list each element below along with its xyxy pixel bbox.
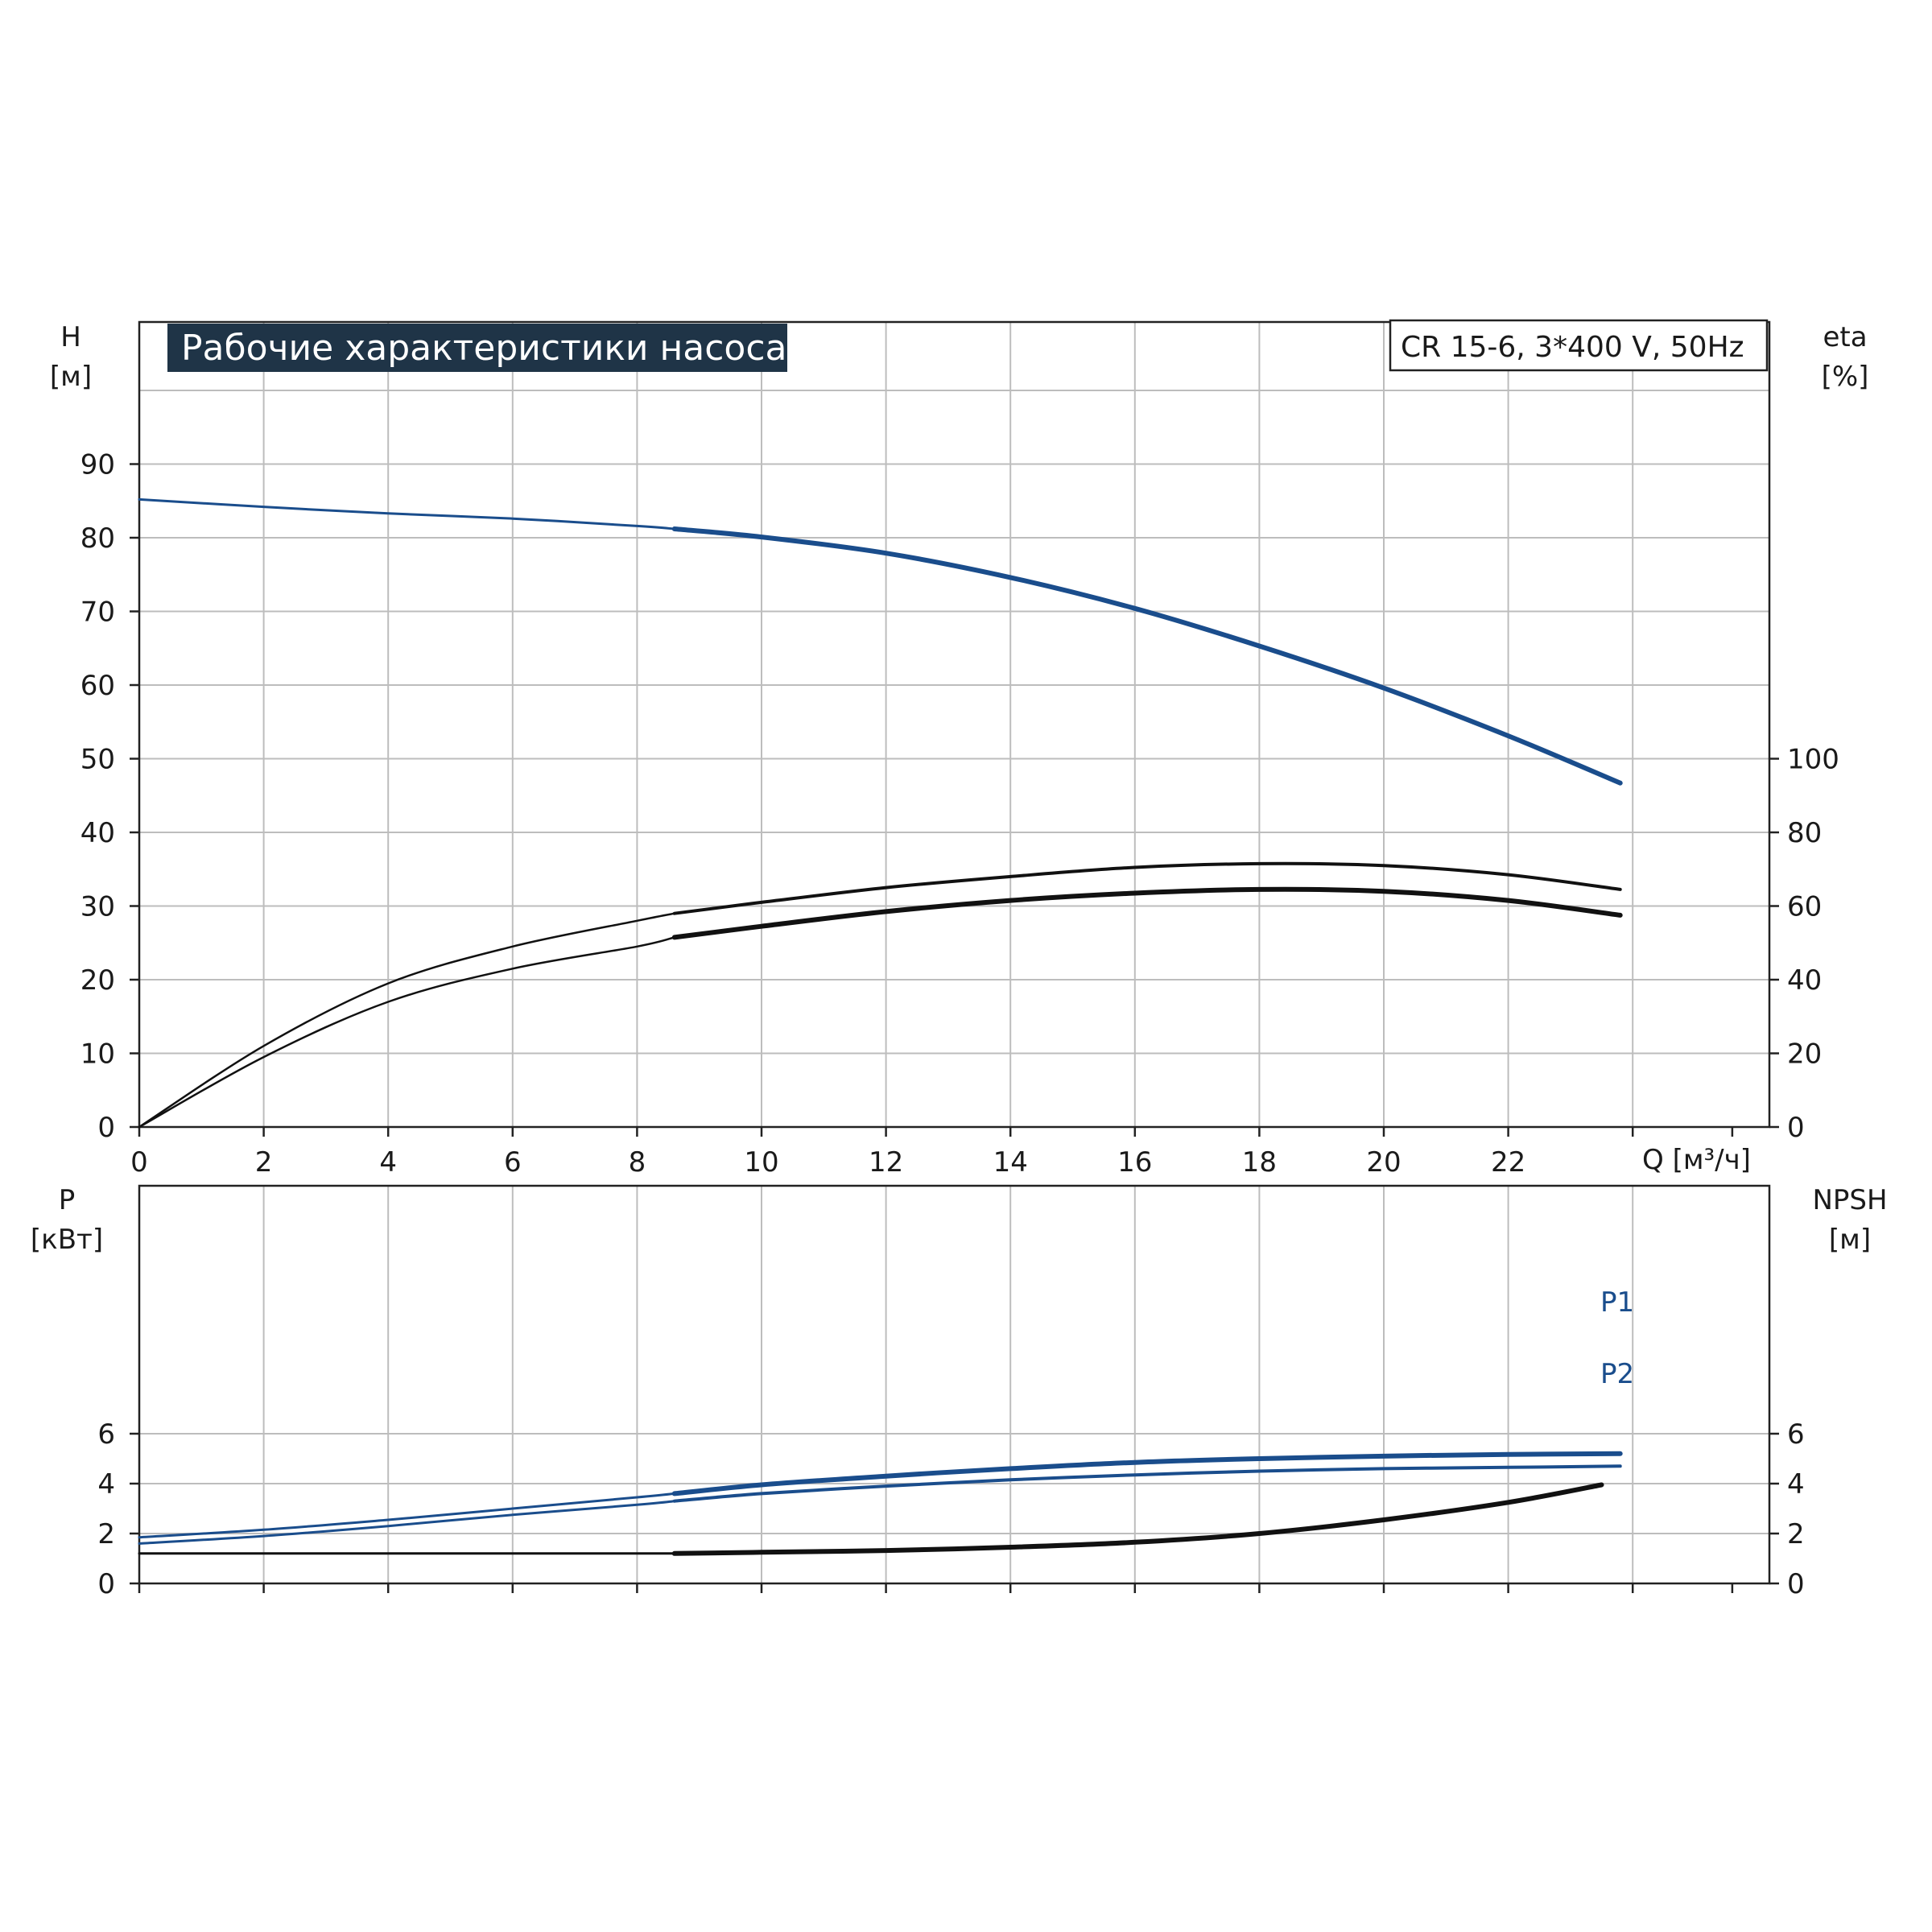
q-tick-label: 14	[993, 1146, 1028, 1179]
model-box	[1389, 319, 1769, 372]
efficiency-curve-pump-main	[672, 861, 1622, 915]
h-tick-label: 0	[97, 1112, 115, 1144]
eta-tick-label: 20	[1787, 1038, 1822, 1071]
p2-curve-low	[138, 1500, 676, 1545]
p2-curve-main	[672, 1464, 1622, 1503]
h-tick-label: 60	[80, 670, 115, 702]
npsh-axis-unit: [м]	[1829, 1224, 1871, 1256]
p-tick-label: 4	[97, 1468, 115, 1501]
h-tick-label: 10	[80, 1038, 115, 1071]
npsh-tick-label: 4	[1787, 1468, 1805, 1501]
h-tick-label: 20	[80, 964, 115, 997]
q-tick-label: 18	[1242, 1146, 1277, 1179]
p1-curve-low	[138, 1492, 676, 1539]
efficiency-curve-total-main	[671, 886, 1623, 940]
p-tick-label: 2	[97, 1518, 115, 1550]
frame-layer	[130, 320, 1779, 1593]
eta-tick-label: 100	[1787, 744, 1839, 776]
npsh-tick-label: 2	[1787, 1518, 1805, 1550]
eta-tick-label: 60	[1787, 891, 1822, 923]
npsh-curve-main	[671, 1482, 1604, 1556]
npsh-tick-label: 6	[1787, 1418, 1805, 1451]
npsh-tick-label: 0	[1787, 1568, 1805, 1600]
h-tick-label: 50	[80, 744, 115, 776]
p-axis-label: P	[59, 1184, 76, 1216]
eta-tick-label: 80	[1787, 817, 1822, 849]
efficiency-curve-total-low	[138, 936, 676, 1129]
h-tick-label: 90	[80, 449, 115, 481]
p1-curve-main	[671, 1451, 1623, 1496]
chart-title: Рабочие характеристики насоса	[181, 328, 786, 369]
npsh-axis-label: NPSH	[1812, 1184, 1887, 1216]
eta-tick-label: 40	[1787, 964, 1822, 997]
eta-tick-label: 0	[1787, 1112, 1805, 1144]
p-axis-unit: [кВт]	[31, 1224, 103, 1256]
model-label: CR 15-6, 3*400 V, 50Hz	[1401, 331, 1744, 364]
q-tick-label: 16	[1117, 1146, 1152, 1179]
p-tick-label: 6	[97, 1418, 115, 1451]
h-tick-label: 30	[80, 891, 115, 923]
p2-curve-label: P2	[1600, 1358, 1634, 1390]
eta-axis-unit: [%]	[1822, 361, 1869, 393]
p-tick-label: 0	[97, 1568, 115, 1600]
h-tick-label: 70	[80, 597, 115, 629]
eta-axis-label: eta	[1823, 321, 1867, 353]
h-tick-label: 40	[80, 817, 115, 849]
curve-layer	[138, 497, 1623, 1556]
q-tick-label: 12	[869, 1146, 903, 1179]
text-layer: Рабочие характеристики насоса CR 15-6, 3…	[31, 319, 1888, 1600]
q-tick-label: 20	[1366, 1146, 1401, 1179]
q-tick-label: 6	[504, 1146, 522, 1179]
p1-curve-label: P1	[1600, 1286, 1634, 1319]
q-tick-label: 0	[130, 1146, 148, 1179]
q-tick-label: 10	[744, 1146, 778, 1179]
q-axis-label: Q [м³/ч]	[1642, 1144, 1751, 1176]
efficiency-curve-pump-low	[138, 912, 676, 1129]
panel-frame-1	[138, 320, 1771, 1129]
h-axis-label: H	[60, 321, 81, 353]
head-curve-main	[671, 526, 1623, 786]
q-tick-label: 22	[1491, 1146, 1525, 1179]
h-tick-label: 80	[80, 522, 115, 555]
q-tick-label: 8	[629, 1146, 646, 1179]
q-tick-label: 4	[379, 1146, 397, 1179]
title-background	[167, 324, 787, 372]
q-tick-label: 2	[255, 1146, 273, 1179]
head-curve-low	[138, 497, 676, 530]
h-axis-unit: [м]	[50, 361, 92, 393]
grid-layer	[139, 322, 1769, 1583]
panel-frame-2	[138, 1184, 1771, 1585]
